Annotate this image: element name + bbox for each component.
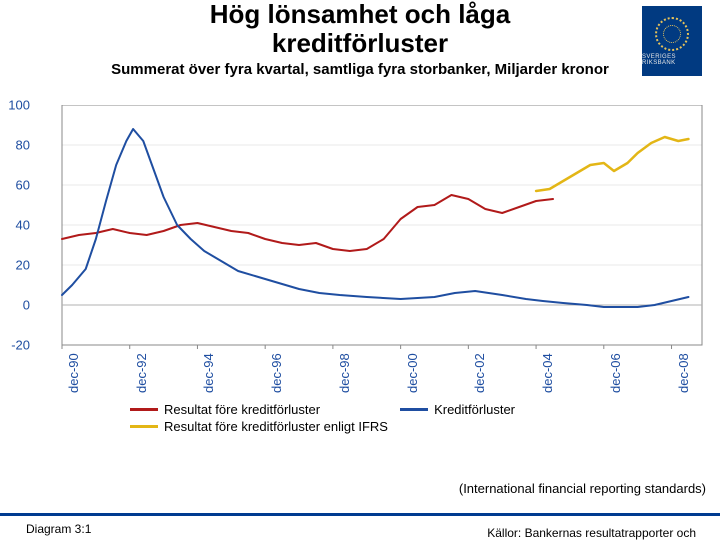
legend-item: Resultat före kreditförluster xyxy=(130,402,320,417)
x-axis-tick: dec-04 xyxy=(540,353,610,393)
crown-icon xyxy=(655,17,689,51)
x-axis-tick: dec-06 xyxy=(608,353,678,393)
legend-item: Resultat före kreditförluster enligt IFR… xyxy=(130,419,388,434)
x-axis-tick: dec-00 xyxy=(405,353,475,393)
ifrs-note: (International financial reporting stand… xyxy=(459,481,706,496)
legend-label: Kreditförluster xyxy=(434,402,515,417)
y-axis-tick: 20 xyxy=(0,258,30,273)
page-title: Hög lönsamhet och låga kreditförluster xyxy=(0,0,720,57)
x-axis-tick: dec-96 xyxy=(269,353,339,393)
y-axis-tick: 60 xyxy=(0,178,30,193)
y-axis-tick: -20 xyxy=(0,338,30,353)
source-text: Källor: Bankernas resultatrapporter och xyxy=(487,526,696,540)
page-subtitle: Summerat över fyra kvartal, samtliga fyr… xyxy=(0,61,720,79)
line-chart: Resultat före kreditförluster Kreditförl… xyxy=(30,105,708,455)
legend-label: Resultat före kreditförluster enligt IFR… xyxy=(164,419,388,434)
x-axis-tick: dec-94 xyxy=(201,353,271,393)
logo-text: SVERIGES RIKSBANK xyxy=(642,54,702,66)
legend: Resultat före kreditförluster Kreditförl… xyxy=(130,400,650,434)
x-axis-tick: dec-98 xyxy=(337,353,407,393)
x-axis-tick: dec-02 xyxy=(472,353,542,393)
x-axis-tick: dec-08 xyxy=(676,353,720,393)
y-axis-tick: 0 xyxy=(0,298,30,313)
y-axis-tick: 80 xyxy=(0,138,30,153)
y-axis-tick: 100 xyxy=(0,98,30,113)
y-axis-tick: 40 xyxy=(0,218,30,233)
x-axis-tick: dec-90 xyxy=(66,353,136,393)
legend-label: Resultat före kreditförluster xyxy=(164,402,320,417)
x-axis-tick: dec-92 xyxy=(134,353,204,393)
legend-item: Kreditförluster xyxy=(400,402,515,417)
diagram-label: Diagram 3:1 xyxy=(26,522,91,536)
footer-divider xyxy=(0,513,720,516)
riksbank-logo: SVERIGES RIKSBANK xyxy=(642,6,702,76)
